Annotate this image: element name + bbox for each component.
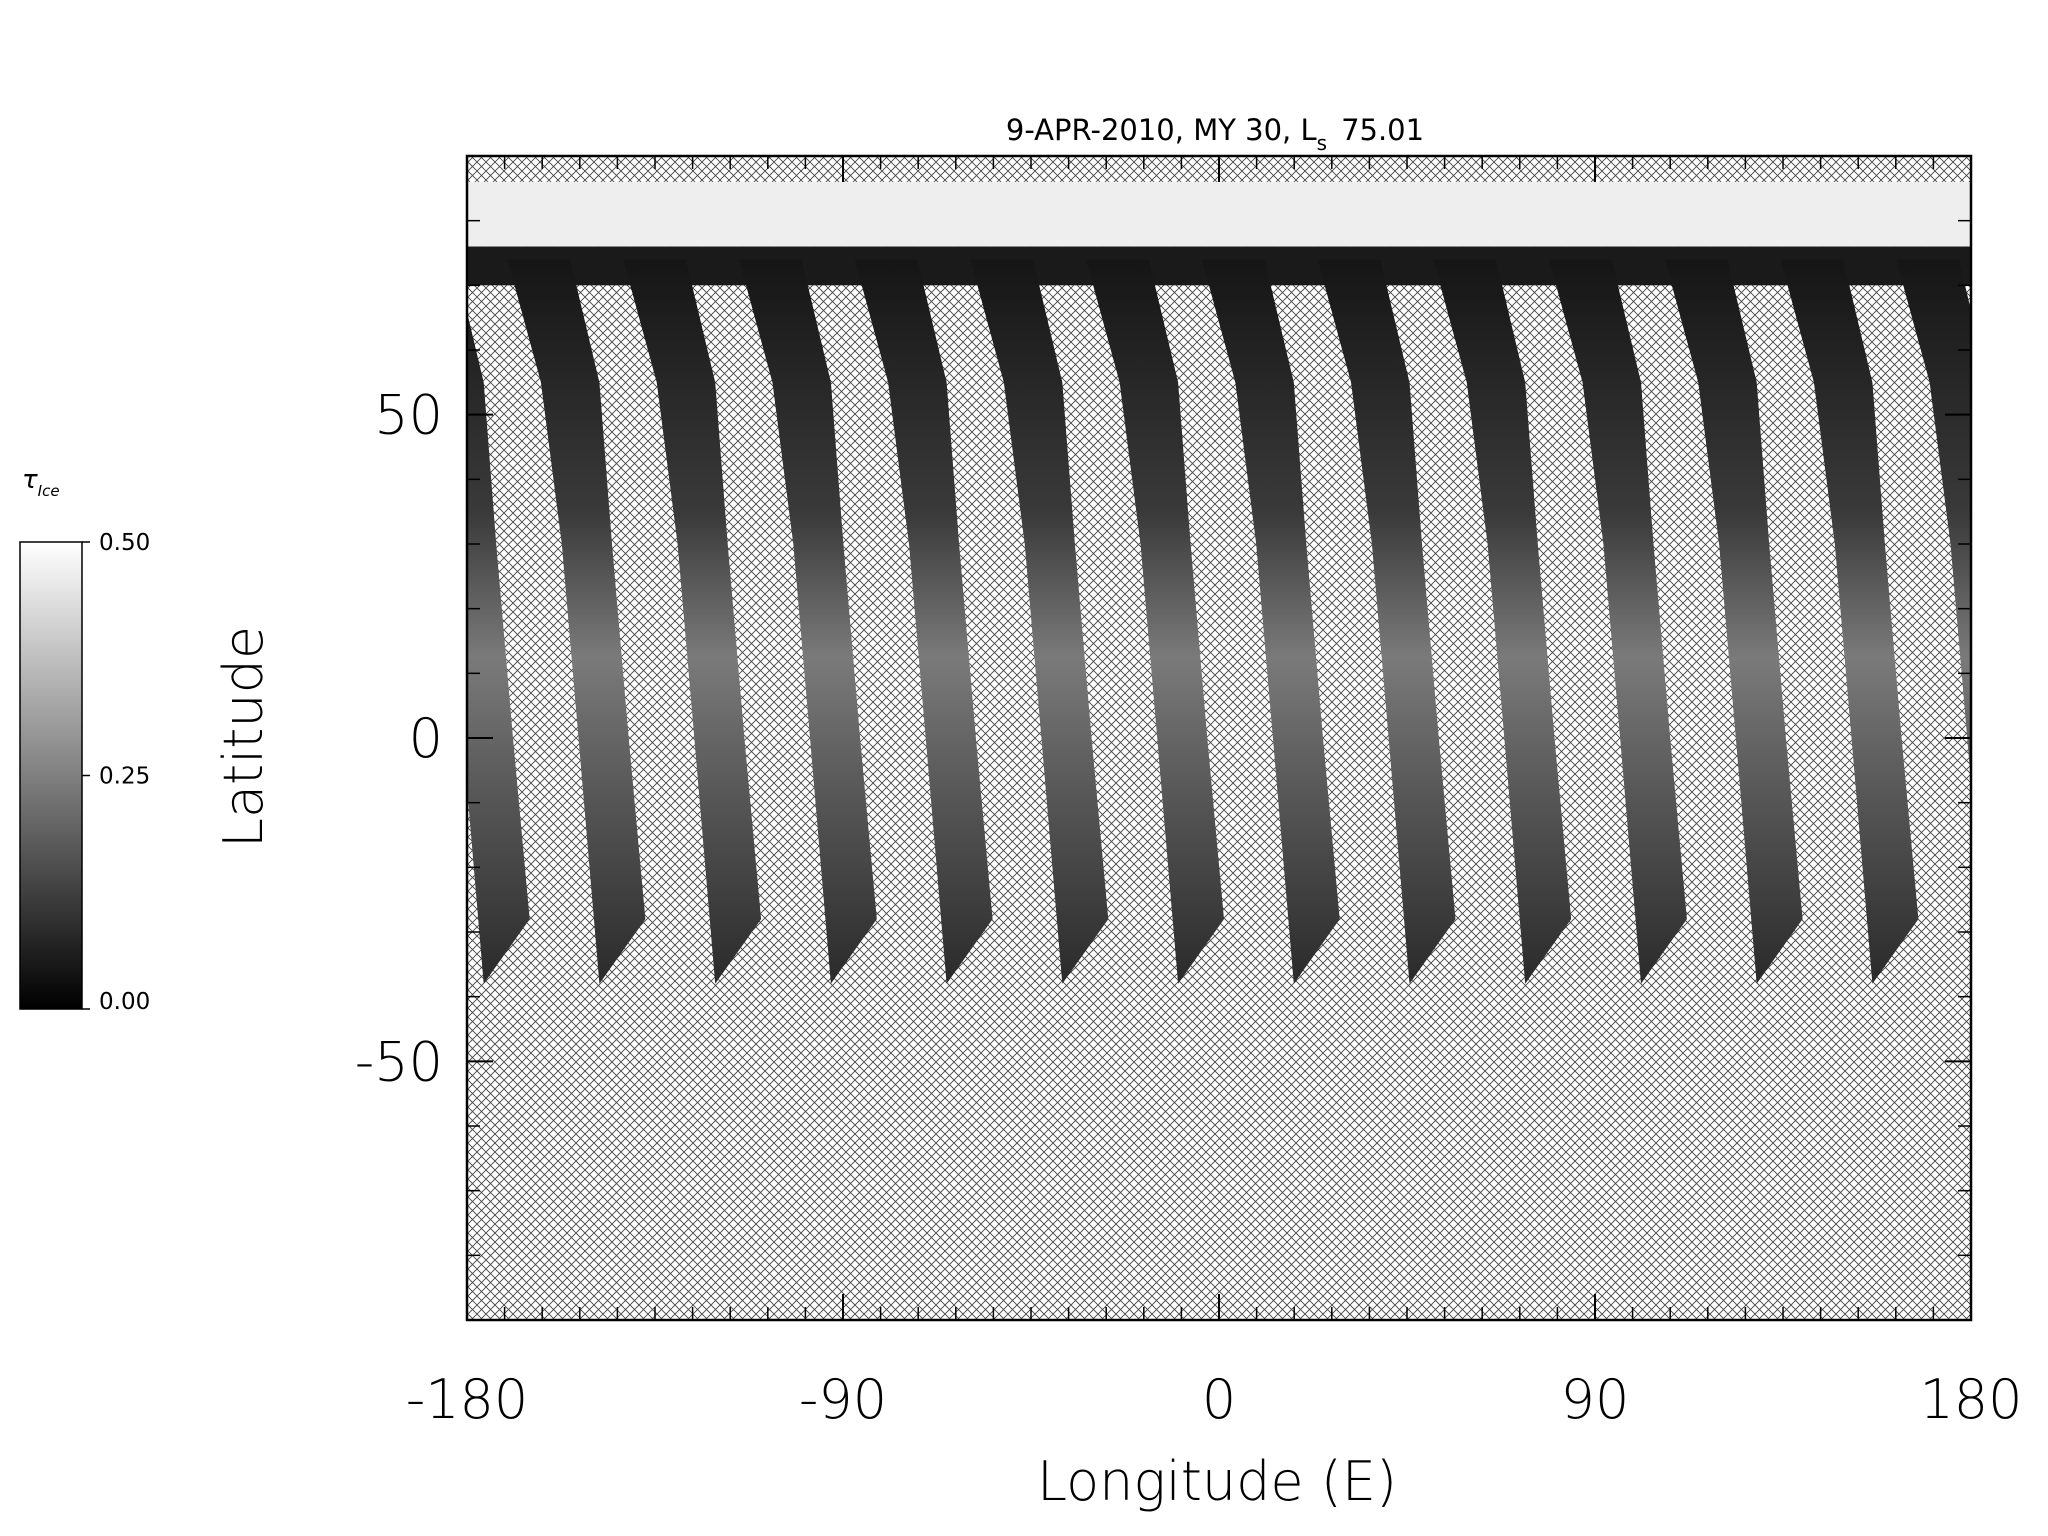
x-tick-label: 0 xyxy=(1202,1368,1236,1431)
x-tick-label: -180 xyxy=(406,1368,529,1431)
y-tick-label: -50 xyxy=(355,1030,443,1093)
swath xyxy=(1433,259,1572,984)
swath xyxy=(1780,259,1919,984)
x-tick-label: 90 xyxy=(1561,1368,1630,1431)
swath xyxy=(970,259,1109,984)
colorbar-tick-label: 0.25 xyxy=(99,764,150,790)
colorbar xyxy=(19,541,83,1010)
swath xyxy=(1896,259,1971,783)
swath xyxy=(1317,259,1456,984)
colorbar-tick-label: 0.50 xyxy=(99,530,150,556)
chart-title: 9-APR-2010, MY 30, Ls 75.01 xyxy=(1006,113,1424,155)
swath xyxy=(739,259,877,984)
polar-cap xyxy=(467,181,1971,247)
y-axis-label: Latitude xyxy=(212,626,275,848)
swath xyxy=(854,259,993,984)
colorbar-label: τIce xyxy=(22,465,60,500)
swath xyxy=(1201,259,1340,984)
x-axis-label: Longitude (E) xyxy=(1037,1450,1397,1513)
swath xyxy=(467,312,530,984)
y-tick-label: 50 xyxy=(374,384,443,447)
observations xyxy=(467,181,1971,984)
swath xyxy=(507,259,646,984)
colorbar-tick-label: 0.00 xyxy=(99,989,150,1015)
swath xyxy=(1086,259,1224,984)
x-tick-label: 180 xyxy=(1919,1368,2022,1431)
x-tick-label: -90 xyxy=(799,1368,887,1431)
swath xyxy=(623,259,762,984)
swath xyxy=(1664,259,1803,984)
y-tick-label: 0 xyxy=(409,707,443,770)
swath xyxy=(1549,259,1687,984)
